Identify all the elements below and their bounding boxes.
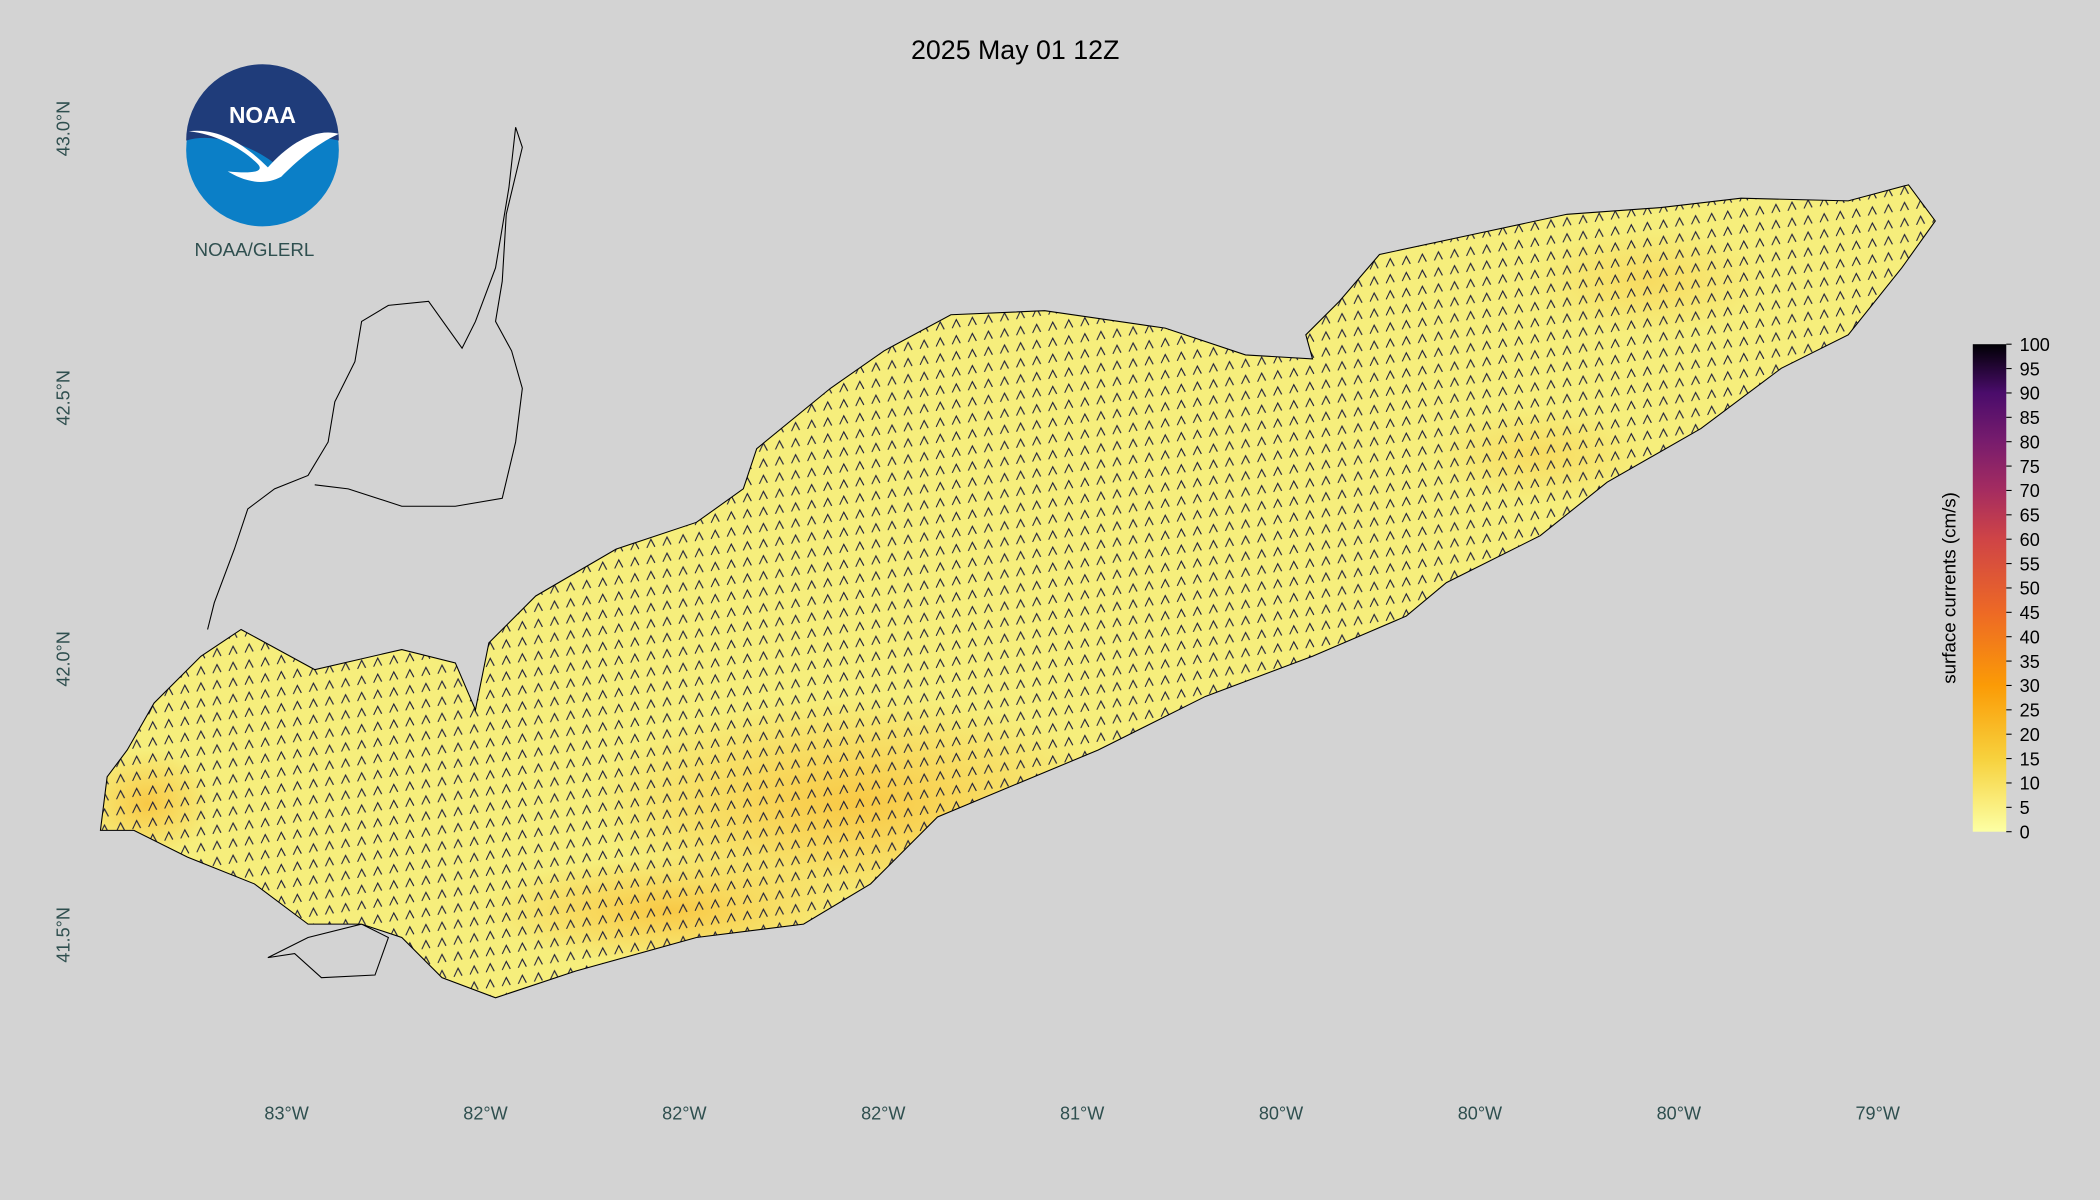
colorbar-tick-label: 15 [2020, 749, 2040, 769]
colorbar-ticks: 0 5 10 15 20 25 30 35 40 45 50 55 60 65 70 75 80 85 90 95 10… [2006, 335, 2050, 842]
lon-label: 80°W [1458, 1104, 1502, 1124]
lon-label: 83°W [264, 1104, 308, 1124]
lon-label: 79°W [1855, 1104, 1899, 1124]
colorbar-tick-label: 85 [2020, 408, 2040, 428]
colorbar-tick-label: 95 [2020, 359, 2040, 379]
colorbar-tick-label: 45 [2020, 603, 2040, 623]
colorbar-tick-label: 75 [2020, 457, 2040, 477]
colorbar-tick-label: 40 [2020, 627, 2040, 647]
colorbar-tick-label: 25 [2020, 701, 2040, 721]
lat-labels: 43.0°N 42.5°N 42.0°N 41.5°N [54, 101, 74, 963]
map-frame: 2025 May 01 12Z NOAA NOAA/GLERL surface … [54, 35, 2050, 1124]
colorbar-tick-label: 0 [2020, 822, 2030, 842]
lat-label: 42.5°N [54, 370, 74, 425]
colorbar-tick-label: 65 [2020, 506, 2040, 526]
noaa-logo: NOAA [186, 64, 339, 227]
colorbar-tick-label: 100 [2020, 335, 2050, 355]
lon-label: 82°W [861, 1104, 905, 1124]
colorbar-tick-label: 20 [2020, 725, 2040, 745]
river-outline [207, 127, 523, 979]
colorbar-tick-label: 60 [2020, 530, 2040, 550]
logo-caption: NOAA/GLERL [195, 239, 315, 260]
lon-label: 82°W [662, 1104, 706, 1124]
lon-label: 80°W [1657, 1104, 1701, 1124]
lon-labels: 83°W 82°W 82°W 82°W 81°W 80°W 80°W 80°W 79°W [264, 1104, 1899, 1124]
colorbar-label: surface currents (cm/s) [1938, 492, 1959, 684]
lat-label: 41.5°N [54, 907, 74, 962]
colorbar-tick-label: 10 [2020, 774, 2040, 794]
title: 2025 May 01 12Z [911, 35, 1119, 65]
colorbar [1972, 344, 2007, 832]
colorbar-tick-label: 55 [2020, 554, 2040, 574]
colorbar-tick-label: 50 [2020, 579, 2040, 599]
colorbar-tick-label: 80 [2020, 432, 2040, 452]
colorbar-tick-label: 90 [2020, 384, 2040, 404]
lon-label: 81°W [1060, 1104, 1104, 1124]
colorbar-tick-label: 70 [2020, 481, 2040, 501]
colorbar-tick-label: 5 [2020, 798, 2030, 818]
lon-label: 82°W [463, 1104, 507, 1124]
logo-text: NOAA [229, 102, 296, 128]
lake [100, 184, 1936, 998]
lat-label: 43.0°N [54, 101, 74, 156]
lon-label: 80°W [1259, 1104, 1303, 1124]
lat-label: 42.0°N [54, 631, 74, 686]
colorbar-tick-label: 30 [2020, 676, 2040, 696]
colorbar-tick-label: 35 [2020, 652, 2040, 672]
